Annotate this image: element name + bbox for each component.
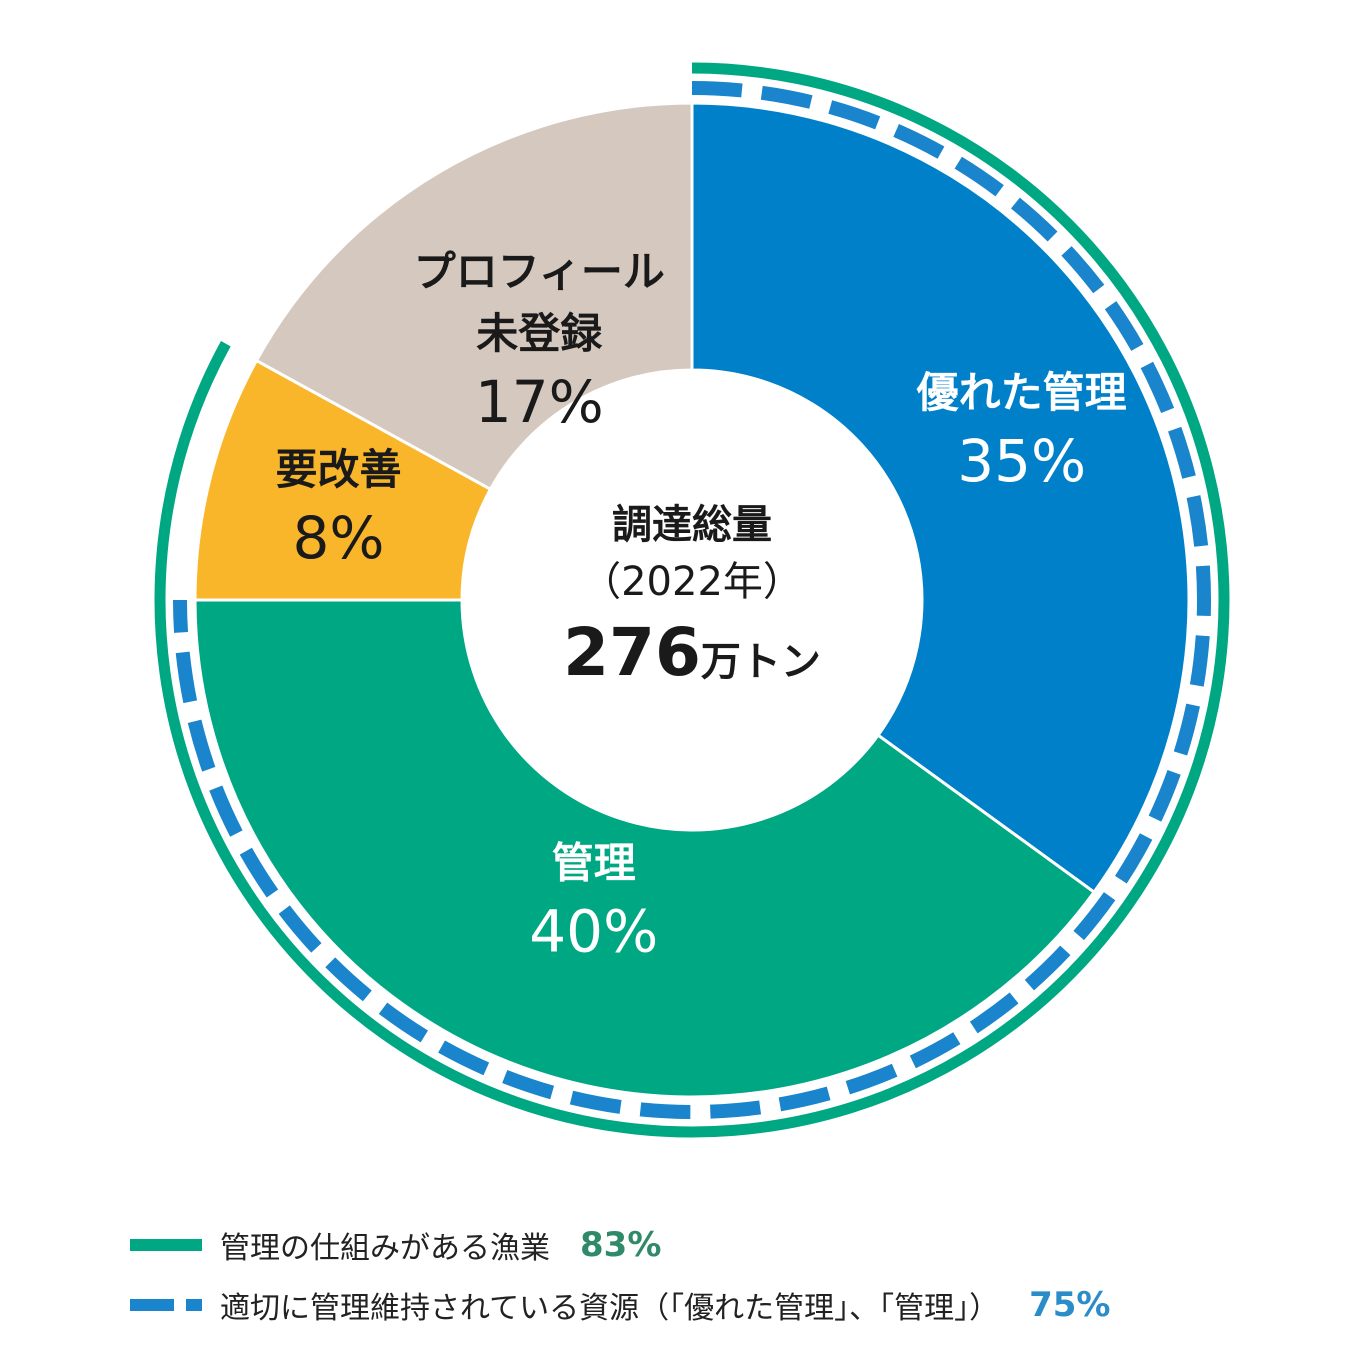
- legend-value: 75%: [1029, 1285, 1111, 1325]
- slice-label: 要改善: [275, 445, 401, 494]
- slice-managed: [193, 598, 1097, 1099]
- legend-item-managed-fisheries: 管理の仕組みがある漁業 83%: [130, 1215, 1310, 1275]
- slice-label: 管理: [552, 838, 636, 887]
- legend-dashed-line-icon: [130, 1299, 202, 1311]
- slice-label: 未登録: [476, 309, 603, 358]
- legend-label: 管理の仕組みがある漁業: [220, 1231, 550, 1266]
- outer-ring-dashed: [173, 81, 1211, 1119]
- slice-percent-label: 40%: [529, 897, 658, 965]
- slice-percent-label: 35%: [957, 427, 1086, 495]
- center-total: 276万トン: [563, 614, 821, 691]
- slice-percent-label: 8%: [292, 504, 384, 572]
- legend-label: 適切に管理維持されている資源（「優れた管理」、「管理」）: [220, 1291, 1000, 1326]
- slice-label: 優れた管理: [916, 368, 1127, 417]
- legend-solid-line-icon: [130, 1239, 202, 1251]
- legend: 管理の仕組みがある漁業 83% 適切に管理維持されている資源（「優れた管理」、「…: [130, 1215, 1310, 1335]
- center-title: 調達総量: [612, 502, 772, 548]
- slice-percent-label: 17%: [475, 368, 604, 436]
- center-year: （2022年）: [581, 559, 803, 605]
- slice-label: プロフィール: [414, 247, 665, 296]
- legend-value: 83%: [580, 1225, 662, 1265]
- outer-ring-solid: [154, 62, 1230, 1138]
- legend-item-sustained-stocks: 適切に管理維持されている資源（「優れた管理」、「管理」） 75%: [130, 1275, 1310, 1335]
- slice-unregistered: [254, 101, 694, 492]
- slice-excellent: [690, 101, 1191, 895]
